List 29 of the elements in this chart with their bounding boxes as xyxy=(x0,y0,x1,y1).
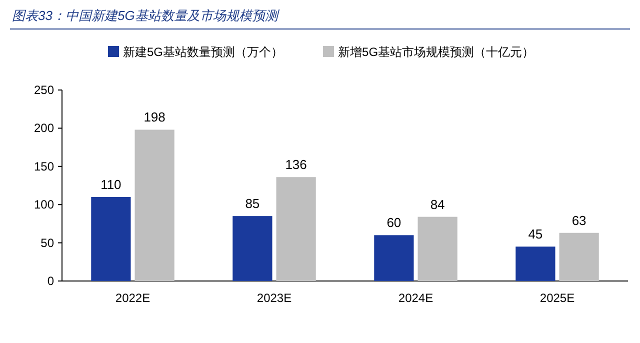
y-tick-label: 50 xyxy=(40,236,54,250)
y-tick-label: 200 xyxy=(34,121,54,136)
x-tick-label: 2023E xyxy=(256,291,292,305)
x-tick-label: 2025E xyxy=(540,291,575,305)
bar xyxy=(91,196,131,281)
x-tick-label: 2022E xyxy=(115,291,150,305)
bar xyxy=(418,216,458,281)
bar xyxy=(134,130,174,281)
data-label: 110 xyxy=(100,176,122,192)
y-tick-label: 0 xyxy=(47,274,54,288)
bar xyxy=(374,235,414,281)
legend-label: 新增5G基站市场规模预测（十亿元） xyxy=(338,45,534,59)
y-tick-label: 150 xyxy=(34,159,54,174)
bar xyxy=(232,216,272,281)
bar xyxy=(276,177,316,281)
data-label: 45 xyxy=(528,226,543,242)
data-label: 136 xyxy=(285,157,307,172)
y-tick-label: 100 xyxy=(34,198,54,212)
data-label: 198 xyxy=(144,110,166,125)
title: 图表33：中国新建5G基站数量及市场规模预测 xyxy=(12,8,278,23)
bar xyxy=(559,232,599,281)
data-label: 60 xyxy=(386,215,402,230)
data-label: 85 xyxy=(245,196,260,212)
y-tick-label: 250 xyxy=(34,83,54,97)
legend-label: 新建5G基站数量预测（万个） xyxy=(123,45,284,59)
data-label: 84 xyxy=(430,196,445,212)
x-tick-label: 2024E xyxy=(398,291,434,305)
bar xyxy=(516,246,556,281)
data-label: 63 xyxy=(572,212,586,228)
